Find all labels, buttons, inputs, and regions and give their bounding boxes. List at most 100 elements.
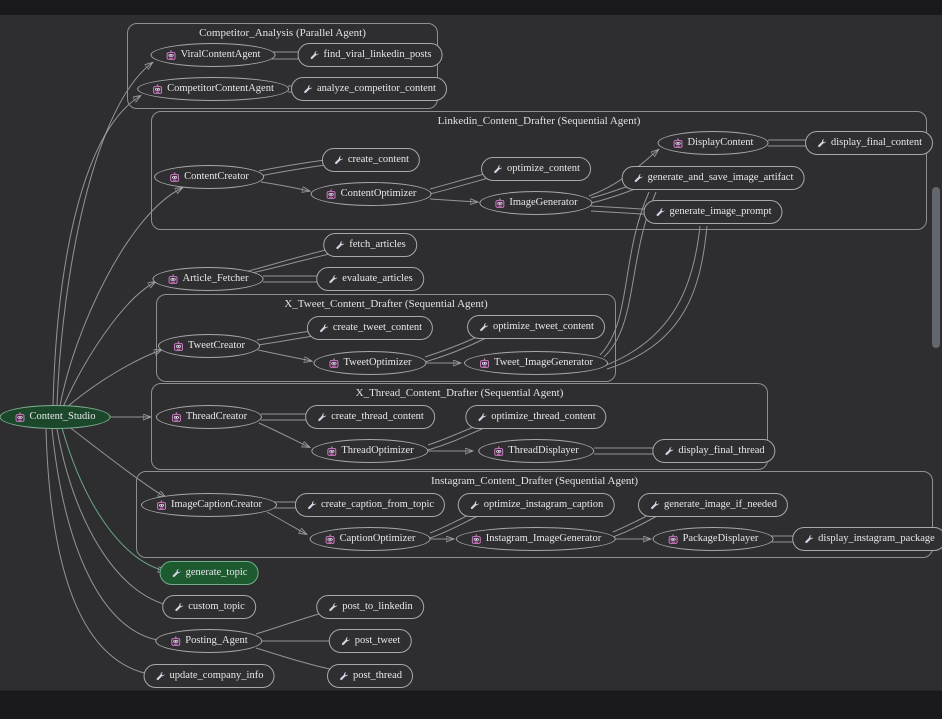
cluster-x-tweet-content-drafter: X_Tweet_Content_Drafter (Sequential Agen… — [156, 294, 616, 382]
node-label: Tweet_ImageGenerator — [494, 356, 593, 368]
node-label: post_tweet — [354, 634, 401, 646]
tool-node-display-instagram-package[interactable]: display_instagram_package — [792, 527, 942, 551]
window-top-bar — [0, 0, 942, 15]
agent-node-imagecaptioncreator[interactable]: ImageCaptionCreator — [141, 493, 277, 517]
node-label: fetch_articles — [349, 238, 406, 250]
wrench-icon — [173, 602, 184, 613]
agent-node-tweetcreator[interactable]: TweetCreator — [158, 334, 260, 358]
node-label: create_caption_from_topic — [320, 498, 435, 510]
agent-node-tweetoptimizer[interactable]: TweetOptimizer — [313, 351, 427, 375]
wrench-icon — [316, 412, 327, 423]
wrench-icon — [803, 534, 814, 545]
tool-node-create-thread-content[interactable]: create_thread_content — [305, 405, 435, 429]
agent-node-posting-agent[interactable]: Posting_Agent — [155, 629, 263, 653]
agent-node-tweet-imagegenerator[interactable]: Tweet_ImageGenerator — [464, 351, 608, 375]
robot-icon — [493, 446, 504, 457]
cluster-label: Instagram_Content_Drafter (Sequential Ag… — [430, 475, 639, 487]
node-label: display_instagram_package — [818, 532, 935, 544]
agent-node-instagram-imagegenerator[interactable]: Instagram_ImageGenerator — [455, 527, 617, 551]
node-label: create_thread_content — [331, 410, 424, 422]
tool-node-display-final-content[interactable]: display_final_content — [805, 131, 933, 155]
robot-icon — [15, 412, 26, 423]
agent-node-threadcreator[interactable]: ThreadCreator — [155, 405, 263, 429]
node-label: optimize_instagram_caption — [483, 498, 604, 510]
cluster-x-thread-content-drafter: X_Thread_Content_Drafter (Sequential Age… — [151, 383, 768, 470]
window-bottom-bar — [0, 690, 942, 719]
agent-node-contentoptimizer[interactable]: ContentOptimizer — [310, 182, 432, 206]
node-label: ImageGenerator — [509, 196, 578, 208]
tool-node-update-company-info[interactable]: update_company_info — [143, 664, 275, 688]
node-label: optimize_content — [507, 162, 580, 174]
robot-icon — [170, 636, 181, 647]
agent-node-viralcontentagent[interactable]: ViralContentAgent — [150, 43, 276, 67]
tool-node-analyze-competitor-content[interactable]: analyze_competitor_content — [291, 77, 447, 101]
tool-node-create-content[interactable]: create_content — [321, 148, 421, 172]
wrench-icon — [654, 207, 665, 218]
node-label: evaluate_articles — [342, 272, 413, 284]
agent-node-displaycontent[interactable]: DisplayContent — [657, 131, 769, 155]
node-label: generate_topic — [185, 566, 248, 578]
node-label: create_content — [347, 153, 410, 165]
node-label: Posting_Agent — [185, 634, 248, 646]
agent-node-content-studio[interactable]: Content_Studio — [0, 405, 111, 429]
tool-node-post-tweet[interactable]: post_tweet — [328, 629, 412, 653]
wrench-icon — [476, 412, 487, 423]
agent-node-captionoptimizer[interactable]: CaptionOptimizer — [309, 527, 431, 551]
tool-node-optimize-thread-content[interactable]: optimize_thread_content — [465, 405, 607, 429]
wrench-icon — [302, 84, 313, 95]
tool-node-generate-and-save-image-artifact[interactable]: generate_and_save_image_artifact — [621, 166, 805, 190]
cluster-label: X_Thread_Content_Drafter (Sequential Age… — [355, 387, 564, 399]
cluster-label: Linkedin_Content_Drafter (Sequential Age… — [437, 115, 641, 127]
cluster-instagram-content-drafter: Instagram_Content_Drafter (Sequential Ag… — [136, 471, 933, 558]
wrench-icon — [340, 636, 351, 647]
tool-node-optimize-instagram-caption[interactable]: optimize_instagram_caption — [457, 493, 615, 517]
vertical-scrollbar-thumb[interactable] — [932, 187, 940, 348]
agent-node-competitorcontentagent[interactable]: CompetitorContentAgent — [137, 77, 289, 101]
cluster-linkedin-content-drafter: Linkedin_Content_Drafter (Sequential Age… — [151, 111, 927, 230]
robot-icon — [471, 534, 482, 545]
tool-node-generate-topic[interactable]: generate_topic — [159, 561, 259, 585]
node-label: update_company_info — [169, 669, 264, 681]
node-label: ContentCreator — [184, 170, 249, 182]
tool-node-post-to-linkedin[interactable]: post_to_linkedin — [316, 595, 424, 619]
node-label: PackageDisplayer — [682, 532, 759, 544]
node-label: CompetitorContentAgent — [167, 82, 274, 94]
robot-icon — [156, 500, 167, 511]
agent-node-contentcreator[interactable]: ContentCreator — [154, 165, 264, 189]
node-label: ThreadOptimizer — [341, 444, 414, 456]
tool-node-find-viral-linkedin-posts[interactable]: find_viral_linkedin_posts — [297, 43, 443, 67]
robot-icon — [325, 534, 336, 545]
tool-node-generate-image-prompt[interactable]: generate_image_prompt — [643, 200, 783, 224]
agent-node-threadoptimizer[interactable]: ThreadOptimizer — [311, 439, 429, 463]
node-label: create_tweet_content — [332, 321, 423, 333]
node-label: display_final_content — [831, 136, 922, 148]
tool-node-post-thread[interactable]: post_thread — [327, 664, 413, 688]
cluster-label: X_Tweet_Content_Drafter (Sequential Agen… — [284, 298, 488, 310]
agent-node-threaddisplayer[interactable]: ThreadDisplayer — [478, 439, 594, 463]
cluster-label: Competitor_Analysis (Parallel Agent) — [199, 27, 366, 39]
tool-node-generate-image-if-needed[interactable]: generate_image_if_needed — [637, 493, 789, 517]
tool-node-optimize-tweet-content[interactable]: optimize_tweet_content — [467, 315, 605, 339]
robot-icon — [328, 358, 339, 369]
agent-node-article-fetcher[interactable]: Article_Fetcher — [152, 267, 264, 291]
node-label: ThreadDisplayer — [508, 444, 579, 456]
agent-node-imagegenerator[interactable]: ImageGenerator — [479, 191, 593, 215]
agent-node-packagedisplayer[interactable]: PackageDisplayer — [652, 527, 774, 551]
tool-node-fetch-articles[interactable]: fetch_articles — [323, 233, 417, 257]
node-label: optimize_thread_content — [491, 410, 596, 422]
wrench-icon — [492, 164, 503, 175]
tool-node-optimize-content[interactable]: optimize_content — [481, 157, 591, 181]
node-label: ContentOptimizer — [340, 187, 417, 199]
wrench-icon — [334, 240, 345, 251]
tool-node-create-tweet-content[interactable]: create_tweet_content — [306, 316, 434, 340]
node-label: post_to_linkedin — [342, 600, 413, 612]
wrench-icon — [649, 500, 660, 511]
tool-node-create-caption-from-topic[interactable]: create_caption_from_topic — [294, 493, 446, 517]
robot-icon — [326, 189, 337, 200]
tool-node-custom-topic[interactable]: custom_topic — [162, 595, 256, 619]
tool-node-evaluate-articles[interactable]: evaluate_articles — [316, 267, 424, 291]
tool-node-display-final-thread[interactable]: display_final_thread — [652, 439, 776, 463]
node-label: generate_and_save_image_artifact — [647, 171, 794, 183]
robot-icon — [668, 534, 679, 545]
